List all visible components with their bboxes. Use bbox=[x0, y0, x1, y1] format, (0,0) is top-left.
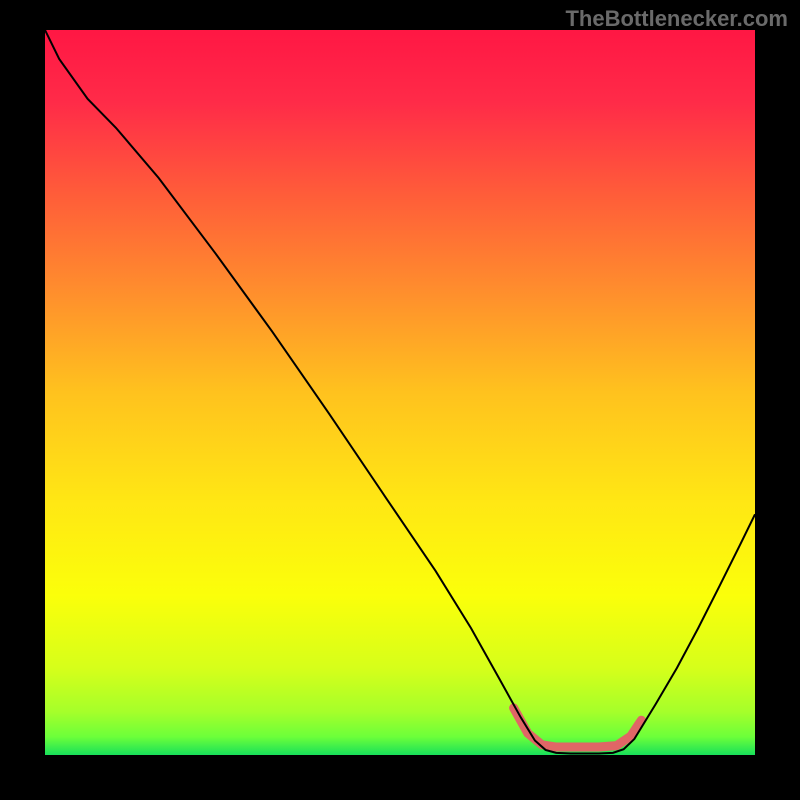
bottleneck-curve-plot bbox=[0, 0, 800, 800]
gradient-background bbox=[45, 30, 755, 755]
chart-frame: TheBottlenecker.com bbox=[0, 0, 800, 800]
